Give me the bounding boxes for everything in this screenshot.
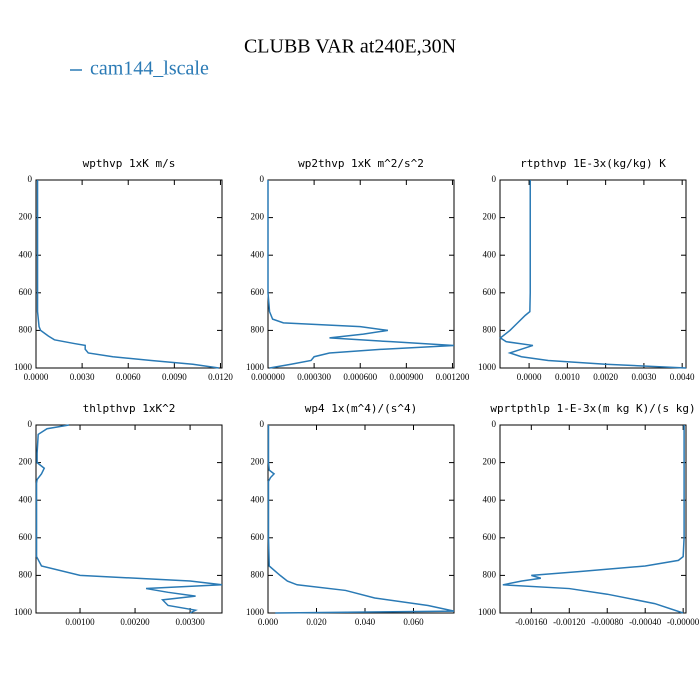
y-tick-label: 0 — [492, 174, 497, 184]
x-tick-label: 0.00300 — [175, 617, 205, 627]
y-tick-label: 1000 — [246, 607, 265, 617]
x-tick-label: 0.040 — [355, 617, 376, 627]
profile-line — [267, 180, 455, 369]
y-tick-label: 800 — [251, 569, 265, 579]
x-tick-label: -0.00080 — [591, 617, 624, 627]
y-tick-label: 600 — [251, 287, 265, 297]
x-tick-label: -0.00040 — [629, 617, 662, 627]
x-tick-label: 0.000000 — [251, 372, 285, 382]
x-tick-label: 0.000600 — [343, 372, 377, 382]
profile-line — [499, 180, 687, 369]
plot-frame — [35, 424, 223, 614]
y-tick-label: 1000 — [14, 362, 33, 372]
plot-frame — [499, 424, 687, 614]
y-tick-label: 600 — [251, 532, 265, 542]
y-tick-label: 800 — [19, 569, 33, 579]
y-tick-label: 400 — [251, 249, 265, 259]
y-tick-label: 1000 — [478, 607, 497, 617]
y-tick-label: 200 — [483, 457, 497, 467]
y-tick-label: 1000 — [246, 362, 265, 372]
legend-label: cam144_lscale — [90, 58, 209, 80]
profile-line — [35, 424, 223, 614]
x-tick-label: 0.0020 — [593, 372, 618, 382]
y-tick-label: 600 — [19, 287, 33, 297]
figure-title: CLUBB VAR at240E,30N — [244, 36, 456, 58]
x-tick-label: 0.000 — [258, 617, 279, 627]
x-tick-label: -0.00160 — [515, 617, 548, 627]
y-tick-label: 800 — [251, 324, 265, 334]
x-tick-label: 0.000900 — [389, 372, 423, 382]
x-tick-label: 0.0040 — [670, 372, 695, 382]
x-tick-label: 0.0120 — [208, 372, 233, 382]
profile-line — [36, 180, 220, 369]
y-tick-label: 400 — [483, 249, 497, 259]
y-tick-label: 200 — [483, 212, 497, 222]
plot-frame — [499, 179, 687, 369]
x-tick-label: -0.00000 — [667, 617, 700, 627]
y-tick-label: 0 — [28, 419, 33, 429]
y-tick-label: 800 — [19, 324, 33, 334]
x-tick-label: 0.001200 — [436, 372, 470, 382]
profile-line — [502, 425, 685, 614]
panel-title: rtpthvp 1E-3x(kg/kg) K — [520, 157, 666, 170]
plot-frame — [35, 179, 223, 369]
panel-title: thlpthvp 1xK^2 — [83, 402, 176, 415]
y-tick-label: 400 — [251, 494, 265, 504]
x-tick-label: 0.0010 — [555, 372, 580, 382]
y-tick-label: 600 — [483, 532, 497, 542]
x-tick-label: 0.0030 — [70, 372, 95, 382]
x-tick-label: 0.0090 — [162, 372, 187, 382]
x-tick-label: 0.0000 — [517, 372, 542, 382]
panel-title: wprtpthlp 1-E-3x(m kg K)/(s kg) — [490, 402, 695, 415]
y-tick-label: 600 — [19, 532, 33, 542]
y-tick-label: 800 — [483, 569, 497, 579]
y-tick-label: 0 — [28, 174, 33, 184]
y-tick-label: 1000 — [14, 607, 33, 617]
x-tick-label: -0.00120 — [553, 617, 586, 627]
y-tick-label: 0 — [492, 419, 497, 429]
panel-title: wp4 1x(m^4)/(s^4) — [305, 402, 418, 415]
x-tick-label: 0.060 — [403, 617, 424, 627]
y-tick-label: 1000 — [478, 362, 497, 372]
x-tick-label: 0.000300 — [297, 372, 331, 382]
y-tick-label: 400 — [483, 494, 497, 504]
y-tick-label: 800 — [483, 324, 497, 334]
profile-line — [267, 425, 455, 614]
panel-title: wp2thvp 1xK m^2/s^2 — [298, 157, 424, 170]
x-tick-label: 0.0060 — [116, 372, 141, 382]
y-tick-label: 400 — [19, 494, 33, 504]
x-tick-label: 0.020 — [306, 617, 327, 627]
x-tick-label: 0.0030 — [632, 372, 657, 382]
x-tick-label: 0.00100 — [65, 617, 95, 627]
y-tick-label: 600 — [483, 287, 497, 297]
panel-title: wpthvp 1xK m/s — [83, 157, 176, 170]
y-tick-label: 0 — [260, 419, 265, 429]
y-tick-label: 0 — [260, 174, 265, 184]
x-tick-label: 0.00200 — [120, 617, 150, 627]
y-tick-label: 200 — [251, 457, 265, 467]
y-tick-label: 200 — [19, 212, 33, 222]
y-tick-label: 200 — [251, 212, 265, 222]
y-tick-label: 400 — [19, 249, 33, 259]
x-tick-label: 0.0000 — [24, 372, 49, 382]
y-tick-label: 200 — [19, 457, 33, 467]
